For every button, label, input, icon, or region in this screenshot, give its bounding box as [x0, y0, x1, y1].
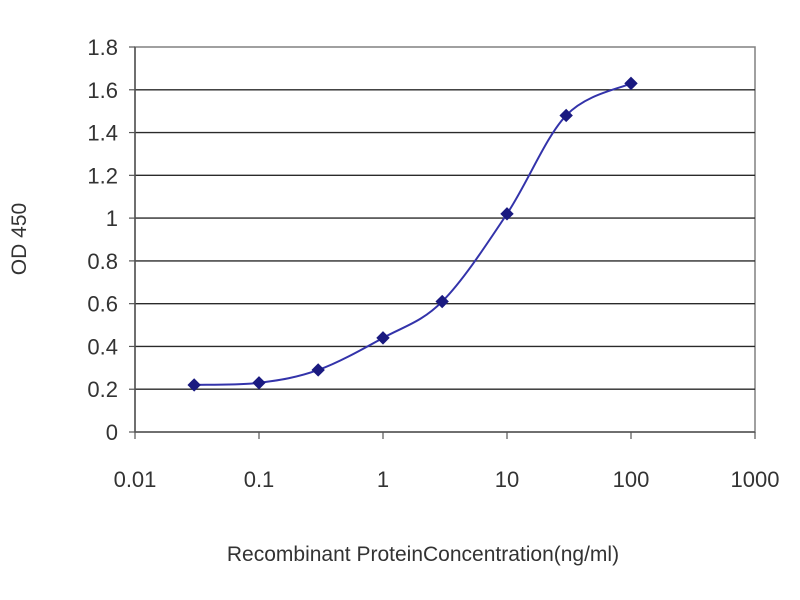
data-point: [500, 207, 514, 221]
x-axis-title: Recombinant ProteinConcentration(ng/ml): [227, 543, 619, 566]
x-tick-label: 100: [613, 467, 650, 492]
y-tick-label: 1.8: [87, 35, 118, 60]
axes: [134, 47, 755, 433]
x-tick-label: 1: [377, 467, 389, 492]
data-point: [311, 363, 325, 377]
y-axis-title: OD 450: [8, 203, 31, 275]
y-tick-label: 1.4: [87, 121, 118, 146]
series-line: [194, 82, 632, 386]
x-tick-label: 1000: [731, 467, 780, 492]
y-tick-label: 0.6: [87, 292, 118, 317]
x-tick-label: 0.01: [114, 467, 157, 492]
x-tick-label: 10: [495, 467, 519, 492]
y-axis-ticks: 0 0.2 0.4 0.6 0.8 1 1.2 1.4 1.6 1.8: [87, 35, 135, 445]
data-point: [624, 76, 638, 91]
y-tick-label: 0.8: [87, 249, 118, 274]
data-point: [252, 376, 266, 390]
series-group: [187, 76, 638, 392]
plot-area: [134, 46, 756, 433]
y-tick-label: 0.4: [87, 334, 118, 359]
y-tick-label: 0.2: [87, 377, 118, 402]
x-tick-label: 0.1: [244, 467, 275, 492]
x-axis-ticks: 0.01 0.1 1 10 100 1000: [114, 432, 780, 492]
y-tick-label: 1.6: [87, 78, 118, 103]
y-tick-label: 0: [106, 420, 118, 445]
data-point: [559, 108, 573, 123]
data-point: [376, 331, 390, 345]
data-point: [187, 378, 201, 392]
y-tick-label: 1.2: [87, 163, 118, 188]
y-tick-label: 1: [106, 206, 118, 231]
data-point: [435, 294, 449, 309]
